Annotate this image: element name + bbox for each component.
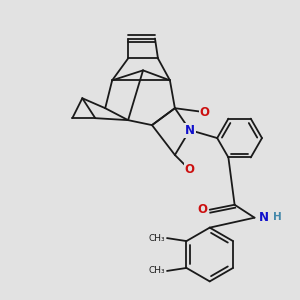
Text: O: O bbox=[200, 106, 210, 119]
Text: CH₃: CH₃ bbox=[149, 234, 166, 243]
Text: O: O bbox=[185, 164, 195, 176]
Text: CH₃: CH₃ bbox=[149, 266, 166, 275]
Text: O: O bbox=[197, 203, 207, 216]
Text: N: N bbox=[185, 124, 195, 136]
Text: H: H bbox=[273, 212, 282, 222]
Text: N: N bbox=[259, 211, 269, 224]
